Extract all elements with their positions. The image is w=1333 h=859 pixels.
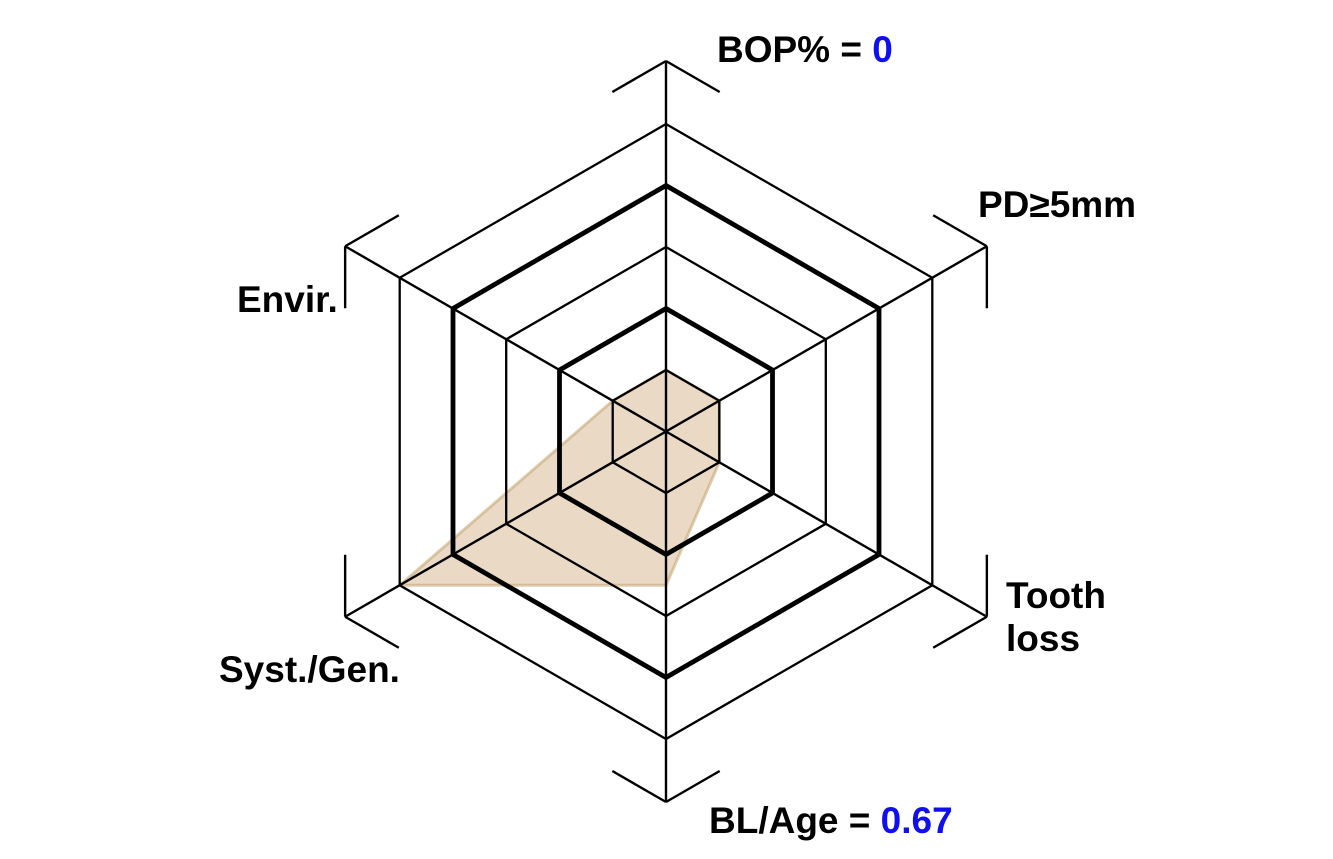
axis-label-envir-text: Envir. [237,279,338,320]
axis-label-syst-gen-text: Syst./Gen. [219,649,400,690]
axis-label-pd-text: PD≥5mm [978,184,1137,225]
axis-label-bl-age: BL/Age = 0.67 [709,799,953,842]
axis-label-tooth-loss-text: Tooth loss [1006,575,1106,659]
axis-label-bop-value: 0 [872,29,893,70]
axis-line-2 [344,245,988,618]
axis-label-bl-age-value: 0.67 [880,800,953,841]
axis-tick-2-1 [932,615,988,649]
axis-label-tooth-loss: Tooth loss [1006,574,1106,660]
axis-label-bl-age-text: BL/Age = [709,800,881,841]
axis-label-envir: Envir. [237,278,338,321]
axis-tick-3-1 [611,769,667,804]
axis-tick-0-1 [665,59,721,94]
axis-label-bop: BOP% = 0 [717,28,893,71]
axis-tick-1-0 [932,214,988,248]
axis-label-pd: PD≥5mm [978,183,1136,226]
axis-label-syst-gen: Syst./Gen. [219,648,400,691]
axis-tick-0-0 [611,59,667,94]
axis-tick-4-0 [344,615,400,649]
axis-tick-5-1 [344,214,400,248]
axis-label-bop-text: BOP% = [717,29,873,70]
axis-tick-3-0 [665,769,721,804]
